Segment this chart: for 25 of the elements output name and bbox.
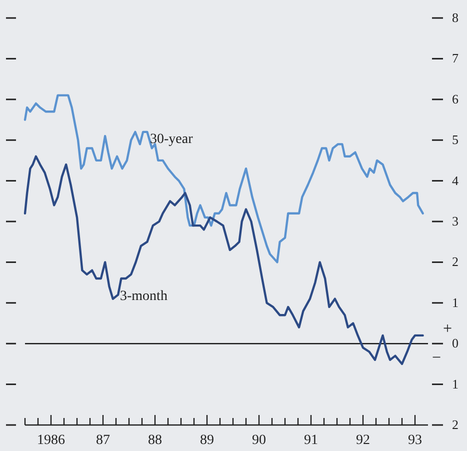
series-label: 3-month bbox=[120, 289, 168, 304]
y-tick-label: 6 bbox=[452, 91, 459, 106]
x-tick-label: 90 bbox=[252, 433, 266, 448]
y-tick-label: 3 bbox=[452, 214, 458, 228]
series-label: 30-year bbox=[150, 132, 194, 147]
y-tick-label: 0 bbox=[452, 336, 458, 351]
y-tick-label: 1 bbox=[452, 376, 458, 392]
x-tick-label: 92 bbox=[356, 433, 370, 448]
line-series bbox=[24, 155, 424, 366]
text: + bbox=[443, 320, 452, 338]
text: − bbox=[432, 350, 442, 367]
y-tick-label: 1 bbox=[452, 294, 458, 310]
x-tick-label: 91 bbox=[304, 433, 318, 448]
line-series bbox=[24, 94, 424, 264]
x-tick-label: 87 bbox=[96, 433, 110, 448]
y-tick-label: 5 bbox=[452, 132, 458, 148]
y-tick-label: 2 bbox=[452, 254, 458, 270]
y-tick-label: 2 bbox=[452, 417, 458, 432]
x-tick-label: 88 bbox=[148, 433, 162, 448]
x-tick-label: 1986 bbox=[37, 433, 65, 448]
y-tick-label: 8 bbox=[452, 10, 458, 25]
x-tick-label: 89 bbox=[200, 433, 214, 448]
y-tick-label: 4 bbox=[452, 172, 459, 188]
y-tick-label: 7 bbox=[452, 50, 459, 66]
x-tick-label: 93 bbox=[408, 433, 422, 448]
